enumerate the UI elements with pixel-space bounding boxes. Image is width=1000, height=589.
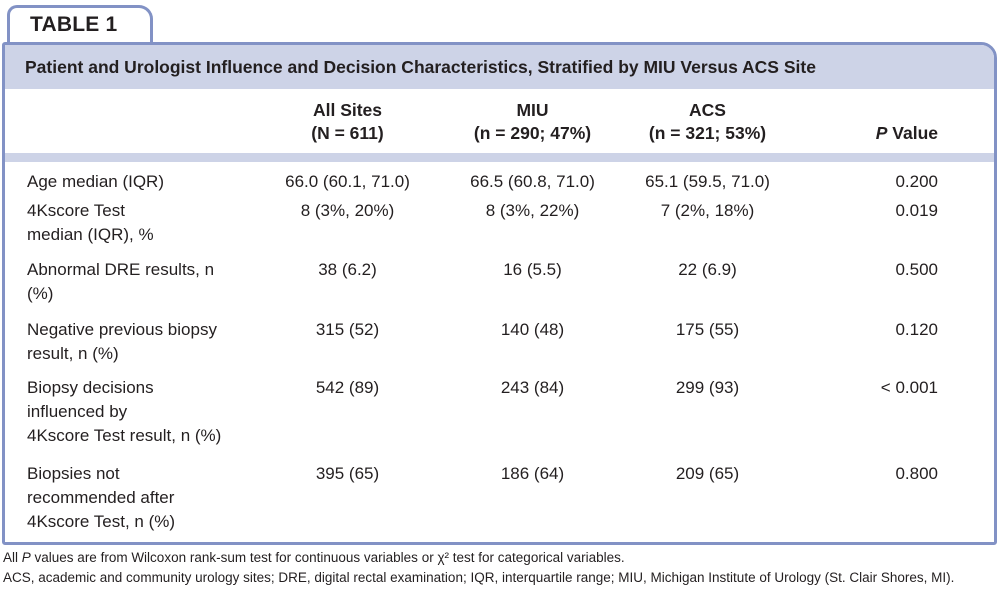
footnote-pvalues-italic-p: P bbox=[21, 550, 31, 565]
cell-miu: 186 (64) bbox=[500, 464, 565, 483]
row-label: 4Kscore Test median (IQR), % bbox=[27, 201, 154, 244]
cell-p-value: 0.800 bbox=[895, 464, 938, 483]
cell-miu: 140 (48) bbox=[500, 320, 565, 339]
column-header-acs-line2: (n = 321; 53%) bbox=[648, 123, 767, 143]
cell-p-value: 0.500 bbox=[895, 260, 938, 279]
cell-acs: 299 (93) bbox=[675, 378, 740, 397]
column-header-all-sites: All Sites (N = 611) bbox=[255, 99, 440, 145]
cell-miu: 243 (84) bbox=[500, 378, 565, 397]
column-header-all-sites-line1: All Sites bbox=[312, 100, 383, 120]
footnotes: All P values are from Wilcoxon rank-sum … bbox=[3, 548, 997, 588]
table-row-negative-previous-biopsy: Negative previous biopsy result, n (%) 3… bbox=[5, 306, 994, 366]
row-label: Biopsy decisions influenced by 4Kscore T… bbox=[27, 378, 222, 445]
footnote-pvalues-rest: values are from Wilcoxon rank-sum test f… bbox=[30, 550, 625, 565]
cell-all-sites: 8 (3%, 20%) bbox=[300, 201, 395, 220]
cell-p-value: 0.120 bbox=[895, 320, 938, 339]
cell-acs: 65.1 (59.5, 71.0) bbox=[645, 172, 770, 191]
column-header-miu-line2: (n = 290; 47%) bbox=[473, 123, 592, 143]
row-label: Biopsies not recommended after 4Kscore T… bbox=[27, 464, 176, 531]
column-header-acs-line1: ACS bbox=[689, 100, 726, 120]
p-value-header-rest: Value bbox=[887, 123, 938, 143]
footnote-pvalues-prefix: All bbox=[3, 550, 22, 565]
p-value-header-italic: P bbox=[875, 123, 888, 143]
table-tab: TABLE 1 bbox=[7, 5, 153, 42]
cell-acs: 209 (65) bbox=[675, 464, 740, 483]
table-row-biopsies-not-recommended: Biopsies not recommended after 4Kscore T… bbox=[5, 448, 994, 534]
cell-p-value: 0.019 bbox=[895, 201, 938, 220]
cell-miu: 8 (3%, 22%) bbox=[485, 201, 580, 220]
cell-all-sites: 66.0 (60.1, 71.0) bbox=[285, 172, 410, 191]
cell-all-sites: 542 (89) bbox=[315, 378, 380, 397]
header-separator-band bbox=[5, 153, 994, 162]
cell-all-sites: 38 (6.2) bbox=[318, 260, 377, 279]
table-card: Patient and Urologist Influence and Deci… bbox=[2, 42, 997, 545]
table-row-biopsy-decisions-influenced: Biopsy decisions influenced by 4Kscore T… bbox=[5, 366, 994, 448]
cell-acs: 175 (55) bbox=[675, 320, 740, 339]
table-row-4kscore-median: 4Kscore Test median (IQR), % 8 (3%, 20%)… bbox=[5, 194, 994, 247]
row-label: Abnormal DRE results, n (%) bbox=[27, 260, 215, 303]
row-label: Age median (IQR) bbox=[27, 172, 164, 191]
footnote-abbreviations: ACS, academic and community urology site… bbox=[3, 570, 955, 585]
cell-acs: 22 (6.9) bbox=[678, 260, 737, 279]
table-title-band: Patient and Urologist Influence and Deci… bbox=[5, 45, 994, 89]
table-tab-label: TABLE 1 bbox=[30, 13, 118, 36]
table-row-age-median: Age median (IQR) 66.0 (60.1, 71.0) 66.5 … bbox=[5, 162, 994, 194]
column-header-all-sites-line2: (N = 611) bbox=[311, 123, 384, 143]
table-row-abnormal-dre: Abnormal DRE results, n (%) 38 (6.2) 16 … bbox=[5, 247, 994, 306]
column-header-acs: ACS (n = 321; 53%) bbox=[625, 99, 790, 145]
cell-miu: 66.5 (60.8, 71.0) bbox=[470, 172, 595, 191]
column-header-p-value: P Value bbox=[790, 122, 994, 145]
row-label: Negative previous biopsy result, n (%) bbox=[27, 320, 217, 363]
footnote-pvalues: All P values are from Wilcoxon rank-sum … bbox=[3, 548, 997, 568]
cell-all-sites: 315 (52) bbox=[315, 320, 380, 339]
table-header-row: All Sites (N = 611) MIU (n = 290; 47%) A… bbox=[5, 99, 994, 145]
cell-acs: 7 (2%, 18%) bbox=[660, 201, 755, 220]
table-title: Patient and Urologist Influence and Deci… bbox=[25, 56, 816, 77]
table-body: Age median (IQR) 66.0 (60.1, 71.0) 66.5 … bbox=[5, 162, 994, 534]
cell-p-value: < 0.001 bbox=[880, 378, 938, 397]
cell-miu: 16 (5.5) bbox=[503, 260, 562, 279]
cell-all-sites: 395 (65) bbox=[315, 464, 380, 483]
column-header-miu-line1: MIU bbox=[516, 100, 549, 120]
cell-p-value: 0.200 bbox=[895, 172, 938, 191]
column-header-miu: MIU (n = 290; 47%) bbox=[440, 99, 625, 145]
